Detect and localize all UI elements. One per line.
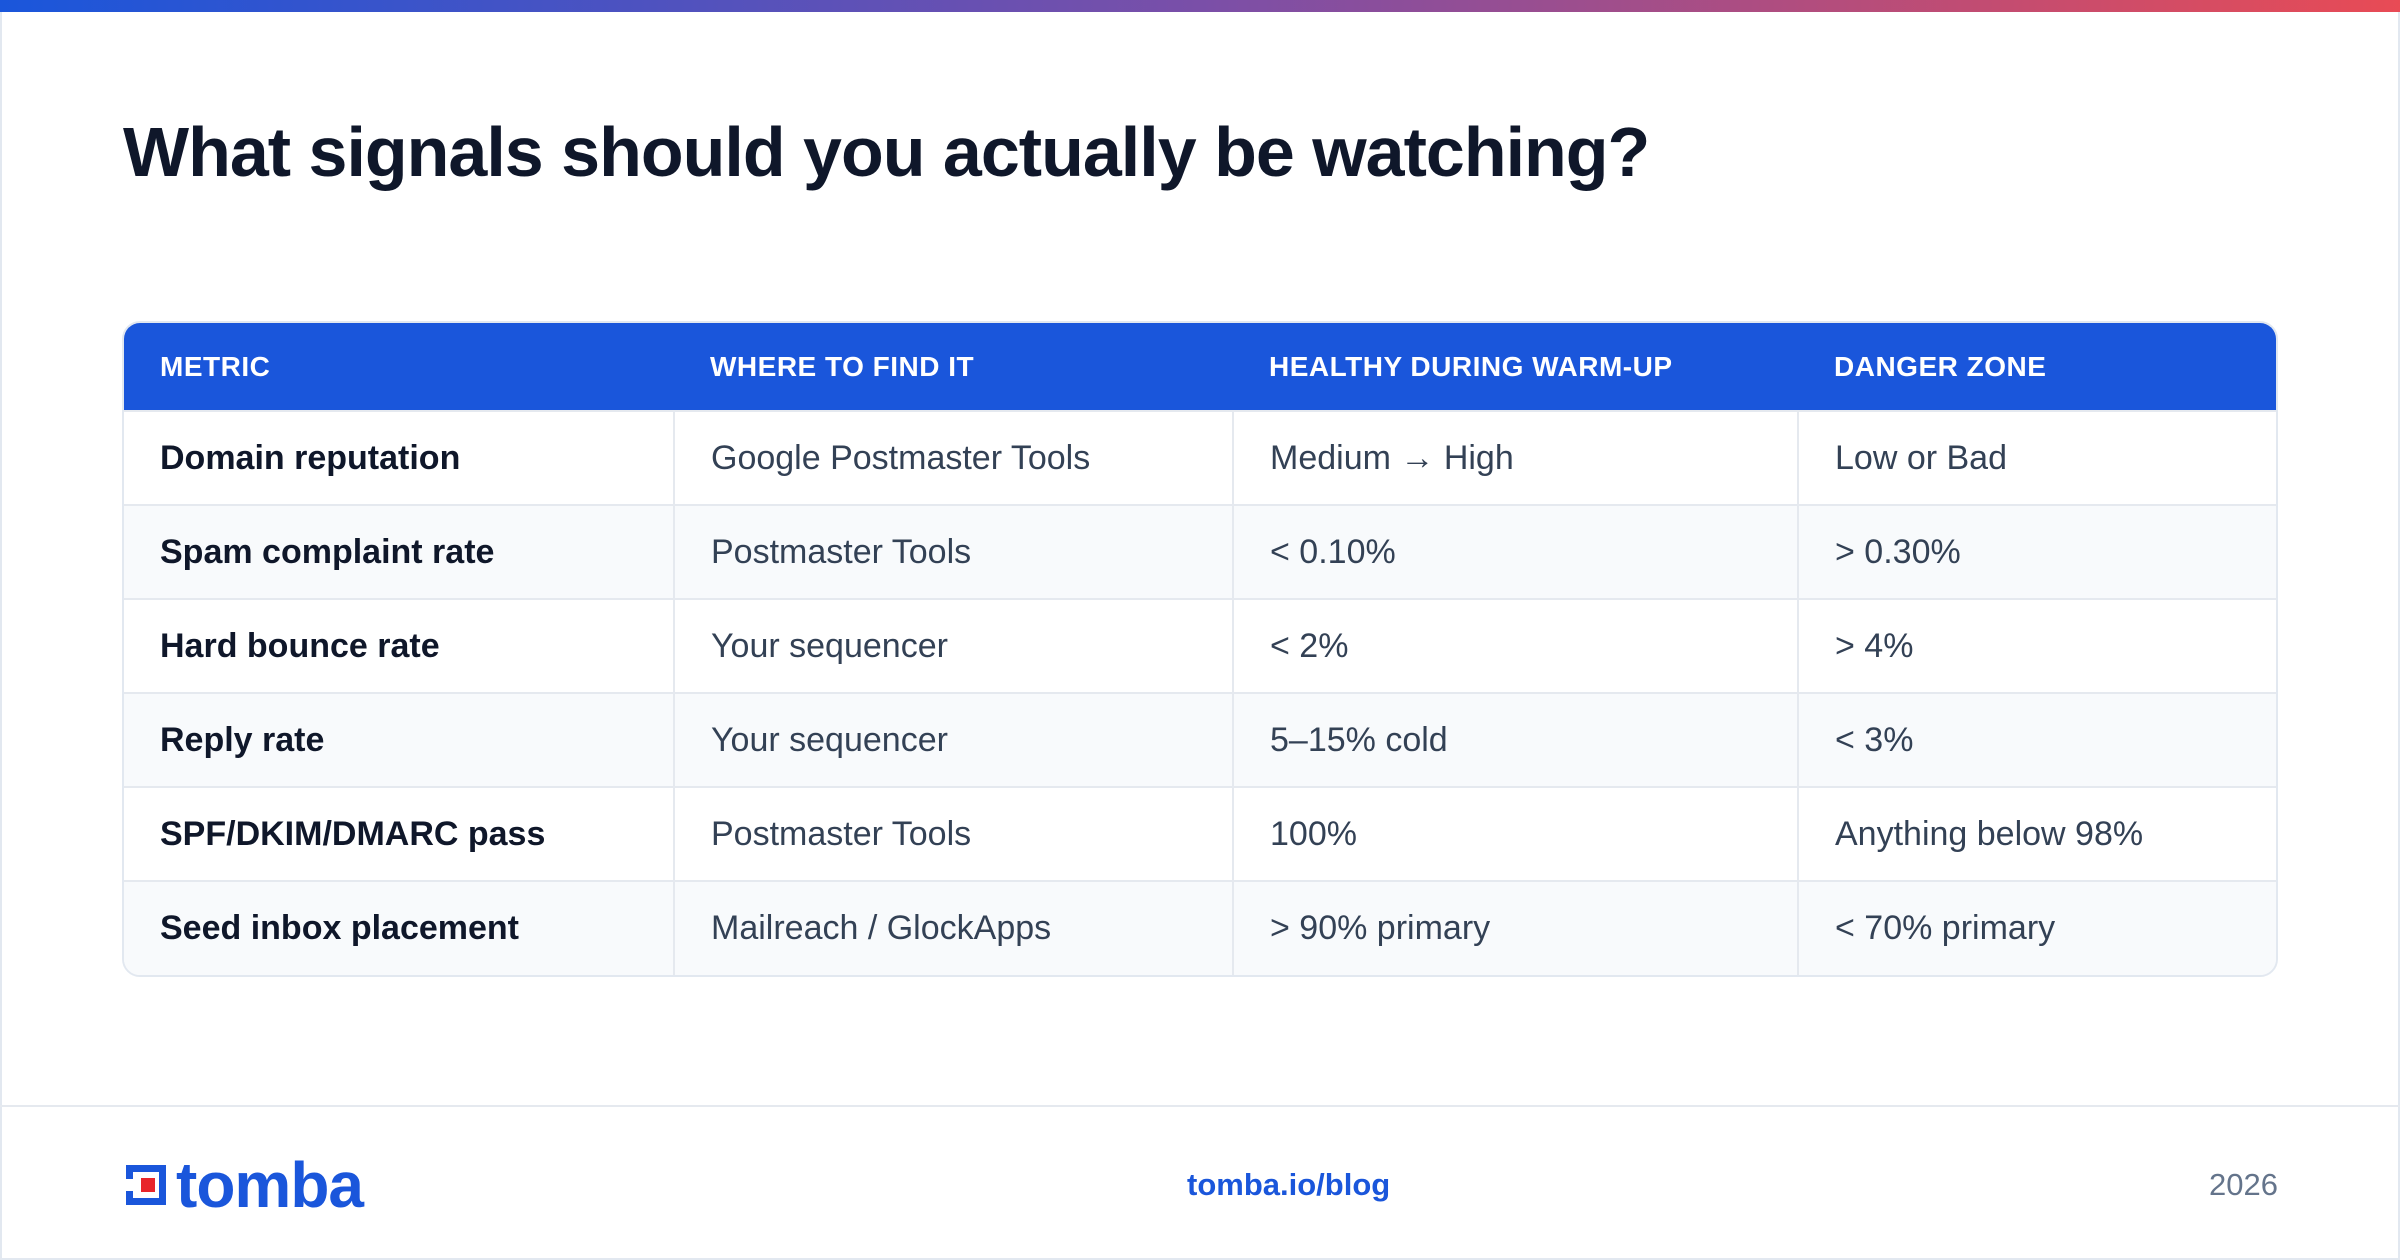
logo-wordmark: tomba [176, 1149, 364, 1221]
source-cell: Postmaster Tools [673, 504, 1233, 599]
danger-cell: < 70% primary [1797, 880, 2276, 975]
column-header-danger: DANGER ZONE [1798, 323, 2276, 411]
healthy-cell: < 0.10% [1232, 504, 1798, 599]
healthy-cell: > 90% primary [1232, 880, 1798, 975]
metric-cell: Spam complaint rate [124, 504, 674, 599]
column-header-healthy: HEALTHY DURING WARM-UP [1233, 323, 1798, 411]
table-header-row: METRIC WHERE TO FIND IT HEALTHY DURING W… [124, 323, 2276, 411]
healthy-cell: < 2% [1232, 598, 1798, 693]
danger-cell: > 0.30% [1797, 504, 2276, 599]
table-row: SPF/DKIM/DMARC pass Postmaster Tools 100… [124, 786, 2276, 881]
danger-cell: Low or Bad [1797, 410, 2276, 505]
footer: tomba tomba.io/blog 2026 [0, 1105, 2400, 1260]
table-row: Reply rate Your sequencer 5–15% cold < 3… [124, 692, 2276, 787]
blog-link[interactable]: tomba.io/blog [1187, 1167, 1391, 1202]
metric-cell: Reply rate [124, 692, 674, 787]
table-row: Hard bounce rate Your sequencer < 2% > 4… [124, 598, 2276, 693]
source-cell: Google Postmaster Tools [673, 410, 1233, 505]
metric-cell: Seed inbox placement [124, 880, 674, 975]
danger-cell: > 4% [1797, 598, 2276, 693]
table-row: Spam complaint rate Postmaster Tools < 0… [124, 504, 2276, 599]
metric-cell: Domain reputation [124, 410, 674, 505]
accent-gradient-bar [0, 0, 2400, 12]
table-row: Domain reputation Google Postmaster Tool… [124, 410, 2276, 505]
source-cell: Postmaster Tools [673, 786, 1233, 881]
healthy-cell: 5–15% cold [1232, 692, 1798, 787]
danger-cell: < 3% [1797, 692, 2276, 787]
column-header-where: WHERE TO FIND IT [674, 323, 1233, 411]
page-title: What signals should you actually be watc… [123, 113, 1650, 191]
signals-table: METRIC WHERE TO FIND IT HEALTHY DURING W… [124, 323, 2276, 975]
tomba-logo-icon [126, 1165, 166, 1205]
table-row: Seed inbox placement Mailreach / GlockAp… [124, 880, 2276, 975]
danger-cell: Anything below 98% [1797, 786, 2276, 881]
column-header-metric: METRIC [124, 323, 674, 411]
source-cell: Your sequencer [673, 598, 1233, 693]
tomba-logo[interactable]: tomba [122, 1149, 364, 1221]
metric-cell: SPF/DKIM/DMARC pass [124, 786, 674, 881]
healthy-cell: 100% [1232, 786, 1798, 881]
signals-table-container: METRIC WHERE TO FIND IT HEALTHY DURING W… [122, 321, 2278, 977]
healthy-cell: Medium → High [1232, 410, 1798, 505]
source-cell: Your sequencer [673, 692, 1233, 787]
footer-year: 2026 [2209, 1167, 2278, 1202]
metric-cell: Hard bounce rate [124, 598, 674, 693]
source-cell: Mailreach / GlockApps [673, 880, 1233, 975]
